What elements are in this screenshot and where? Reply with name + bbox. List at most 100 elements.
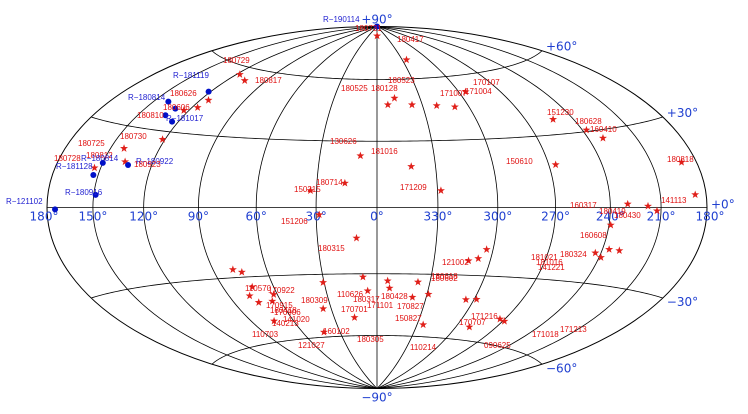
frb-star-marker <box>461 87 470 96</box>
repeater-label: R−181017 <box>166 114 204 123</box>
frb-star-marker <box>465 322 474 331</box>
frb-star-marker <box>606 220 615 229</box>
frb-star-marker <box>254 298 263 306</box>
lon-tick-label: 210° <box>647 210 676 224</box>
frb-label: 150610 <box>506 157 533 166</box>
frb-star-marker <box>549 115 558 123</box>
frb-star-marker <box>306 186 315 194</box>
frb-label: 180525 <box>341 84 368 93</box>
frb-label: 160317 <box>570 201 597 210</box>
frb-label: 110703 <box>252 330 279 339</box>
lon-tick-label: 90° <box>188 210 209 224</box>
frb-label: 180628 <box>575 117 602 126</box>
frb-star-marker <box>237 267 246 276</box>
frb-label: 141221 <box>538 263 565 272</box>
frb-label: 170701 <box>341 305 368 314</box>
frb-star-marker <box>90 163 99 172</box>
frb-star-marker <box>340 178 349 187</box>
frb-label: 171018 <box>532 330 559 339</box>
frb-star-marker <box>390 93 399 102</box>
frb-label: 171216 <box>471 312 498 321</box>
repeater-label: R−180916 <box>65 188 103 197</box>
frb-star-marker <box>551 160 560 169</box>
frb-star-marker <box>623 199 632 208</box>
frb-label: 180128 <box>371 84 398 93</box>
frb-star-marker <box>644 201 652 210</box>
frb-star-marker <box>615 246 624 255</box>
frb-label: 171101 <box>367 301 394 310</box>
frb-star-marker <box>228 265 237 273</box>
frb-label: 180315 <box>318 244 345 253</box>
frb-label: 180606 <box>163 103 190 112</box>
parallel-line <box>91 273 663 299</box>
frb-star-marker <box>472 295 481 303</box>
frb-label: 141113 <box>661 196 687 205</box>
frb-label: 180618 <box>431 272 458 281</box>
repeater-label: R−181128 <box>56 162 93 171</box>
frb-label: 151206 <box>281 217 308 226</box>
frb-label: 160102 <box>323 327 350 336</box>
lon-tick-label: 60° <box>246 210 267 224</box>
frb-star-marker <box>350 313 359 321</box>
frb-star-marker <box>319 304 328 313</box>
axis-tick-labels: 180° 150° 120° 90° 60° 30° 0° 330° 300° 270° 240° 2… <box>30 13 735 405</box>
frb-label: 181016 <box>536 258 563 267</box>
lon-tick-label: 330° <box>423 210 452 224</box>
frb-star-marker <box>424 290 433 298</box>
frb-label: 180419 <box>599 207 626 216</box>
frb-label: 180810 <box>137 111 164 120</box>
frb-label: 180418 <box>270 306 297 315</box>
frb-label: 180923 <box>134 160 161 169</box>
repeater-dot-marker <box>172 105 179 112</box>
frb-label: 180305 <box>357 335 384 344</box>
frb-label: 180812 <box>86 151 113 160</box>
frb-star-marker <box>193 103 202 111</box>
frb-star-marker <box>245 291 254 300</box>
frb-star-marker <box>474 254 483 262</box>
frb-star-marker <box>461 295 470 304</box>
frb-star-marker <box>653 206 661 215</box>
frb-label: 170915 <box>266 301 293 310</box>
frb-label: 110214 <box>410 343 437 352</box>
repeater-dot-marker <box>92 191 99 198</box>
frb-label: 170827 <box>397 302 424 311</box>
frb-star-marker <box>691 190 700 199</box>
parallel-line <box>91 116 663 142</box>
frb-star-marker <box>677 158 686 166</box>
frb-label: 170107 <box>473 78 500 87</box>
data-points <box>52 23 700 336</box>
lon-tick-label: 30° <box>305 210 326 224</box>
frb-label: 170906 <box>274 308 301 317</box>
frb-label: 180729 <box>223 56 250 65</box>
frb-star-marker <box>248 282 257 291</box>
frb-label: 171213 <box>560 325 587 334</box>
frb-label: 130626 <box>330 137 357 146</box>
lon-tick-label: 150° <box>78 210 107 224</box>
frb-star-marker <box>582 125 591 134</box>
frb-label: 180731 <box>355 24 382 33</box>
lon-tick-label: 120° <box>129 210 158 224</box>
frb-star-marker <box>363 286 372 295</box>
frb-star-marker <box>358 272 367 281</box>
frb-star-marker <box>352 233 361 242</box>
frb-label: 180417 <box>397 35 424 44</box>
frb-star-marker <box>605 245 614 253</box>
repeater-dot-marker <box>52 206 59 213</box>
frb-label: 180523 <box>388 76 415 85</box>
frb-star-marker <box>270 316 279 325</box>
frb-star-marker <box>432 101 441 110</box>
repeater-label: R−180814 <box>128 93 166 102</box>
frb-label: 171209 <box>400 183 427 192</box>
frb-label: 180818 <box>667 155 694 164</box>
lon-tick-label: 180° <box>30 210 59 224</box>
frb-label: 140213 <box>272 319 299 328</box>
lat-tick-label: +60° <box>546 40 577 54</box>
frb-label: 180324 <box>560 250 587 259</box>
grid-lines <box>46 26 708 389</box>
frb-star-marker <box>240 76 249 84</box>
lat-tick-label: −60° <box>546 361 577 375</box>
frb-star-marker <box>482 245 491 253</box>
frb-star-marker <box>383 276 392 285</box>
frb-label: 180602 <box>431 274 458 283</box>
